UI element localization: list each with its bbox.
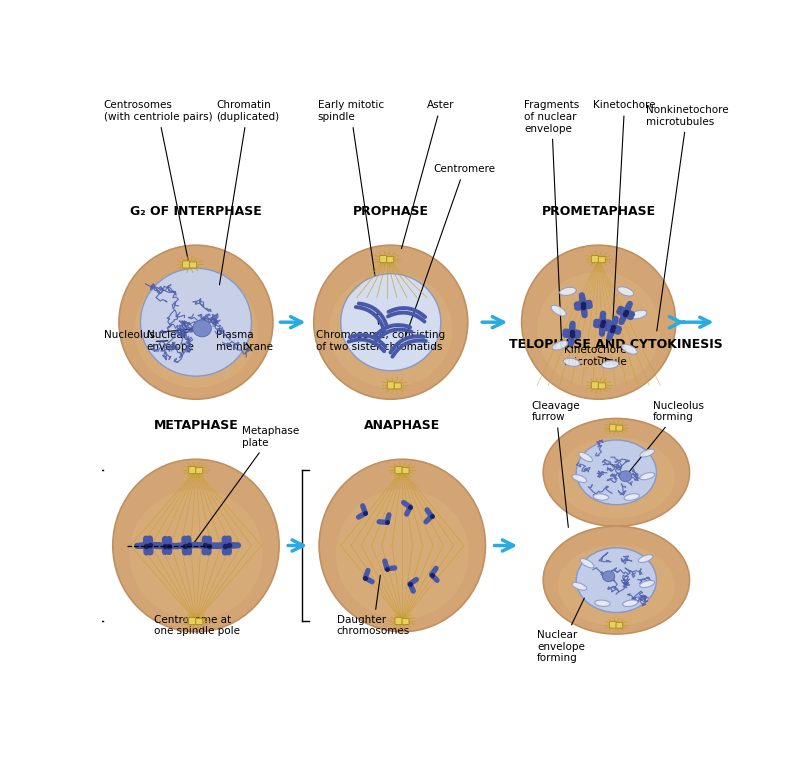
FancyBboxPatch shape: [616, 426, 622, 431]
FancyBboxPatch shape: [190, 262, 197, 268]
Ellipse shape: [578, 452, 593, 461]
Ellipse shape: [622, 344, 638, 354]
Ellipse shape: [522, 245, 676, 399]
Ellipse shape: [572, 474, 586, 483]
Text: Kinetochore: Kinetochore: [594, 100, 656, 325]
FancyBboxPatch shape: [591, 382, 598, 389]
FancyBboxPatch shape: [598, 383, 606, 389]
FancyBboxPatch shape: [598, 257, 606, 263]
Text: Chromatin
(duplicated): Chromatin (duplicated): [216, 100, 279, 285]
FancyBboxPatch shape: [394, 383, 402, 389]
FancyBboxPatch shape: [395, 617, 402, 625]
Text: G₂ OF INTERPHASE: G₂ OF INTERPHASE: [130, 205, 262, 218]
Text: Plasma
membrane: Plasma membrane: [216, 330, 273, 351]
Text: Nuclear
envelope: Nuclear envelope: [146, 330, 194, 351]
Ellipse shape: [559, 287, 576, 296]
FancyBboxPatch shape: [610, 424, 616, 431]
Ellipse shape: [595, 600, 610, 606]
FancyBboxPatch shape: [616, 622, 622, 629]
FancyBboxPatch shape: [402, 619, 409, 625]
FancyBboxPatch shape: [395, 467, 402, 473]
Ellipse shape: [558, 437, 675, 518]
Ellipse shape: [640, 449, 654, 457]
Ellipse shape: [622, 600, 638, 606]
Ellipse shape: [134, 272, 258, 388]
FancyBboxPatch shape: [387, 382, 394, 389]
Ellipse shape: [336, 489, 469, 619]
Ellipse shape: [624, 494, 639, 500]
Ellipse shape: [563, 358, 580, 366]
Text: ANAPHASE: ANAPHASE: [364, 420, 441, 432]
Ellipse shape: [543, 419, 690, 526]
FancyBboxPatch shape: [196, 619, 202, 625]
Ellipse shape: [640, 473, 654, 480]
Ellipse shape: [537, 272, 660, 388]
Ellipse shape: [630, 310, 647, 318]
Text: Metaphase
plate: Metaphase plate: [194, 426, 299, 543]
Ellipse shape: [193, 320, 211, 337]
Ellipse shape: [558, 545, 675, 626]
FancyBboxPatch shape: [591, 255, 598, 263]
Text: TELOPHASE AND CYTOKINESIS: TELOPHASE AND CYTOKINESIS: [510, 337, 723, 350]
Ellipse shape: [551, 306, 566, 316]
Ellipse shape: [119, 245, 273, 399]
Ellipse shape: [319, 459, 486, 632]
FancyBboxPatch shape: [610, 622, 616, 629]
Text: METAPHASE: METAPHASE: [154, 420, 238, 432]
FancyBboxPatch shape: [386, 257, 394, 263]
Ellipse shape: [543, 526, 690, 634]
Ellipse shape: [580, 559, 594, 568]
Text: Cleavage
furrow: Cleavage furrow: [532, 401, 580, 527]
Ellipse shape: [130, 489, 262, 619]
FancyBboxPatch shape: [189, 617, 196, 625]
Ellipse shape: [602, 361, 618, 369]
Text: Spindle: Spindle: [0, 759, 1, 760]
Text: Chromosome, consisting
of two sister chromatids: Chromosome, consisting of two sister chr…: [316, 313, 445, 351]
Ellipse shape: [638, 555, 653, 562]
Text: Early mitotic
spindle: Early mitotic spindle: [318, 100, 384, 276]
Text: Kinetochore
microtubule: Kinetochore microtubule: [564, 345, 626, 367]
Text: Nucleolus: Nucleolus: [103, 328, 199, 340]
Ellipse shape: [594, 494, 609, 500]
Text: Centrosome at
one spindle pole: Centrosome at one spindle pole: [154, 615, 240, 636]
Ellipse shape: [329, 272, 452, 388]
Text: Centrosomes
(with centriole pairs): Centrosomes (with centriole pairs): [103, 100, 212, 265]
Ellipse shape: [576, 440, 657, 505]
Ellipse shape: [141, 268, 251, 376]
Ellipse shape: [618, 287, 634, 296]
Ellipse shape: [314, 245, 468, 399]
Text: PROMETAPHASE: PROMETAPHASE: [542, 205, 656, 218]
Ellipse shape: [576, 548, 657, 613]
Text: Fragments
of nuclear
envelope: Fragments of nuclear envelope: [524, 100, 579, 341]
Ellipse shape: [640, 581, 654, 587]
Ellipse shape: [113, 459, 279, 632]
FancyBboxPatch shape: [380, 255, 386, 263]
Text: Centromere: Centromere: [406, 164, 495, 337]
Text: Nuclear
envelope
forming: Nuclear envelope forming: [537, 598, 585, 663]
Text: PROPHASE: PROPHASE: [353, 205, 429, 218]
Text: Nonkinetochore
microtubules: Nonkinetochore microtubules: [646, 105, 728, 331]
Ellipse shape: [552, 340, 568, 350]
FancyBboxPatch shape: [402, 467, 409, 473]
Ellipse shape: [619, 470, 632, 482]
Text: Nucleolus
forming: Nucleolus forming: [627, 401, 703, 474]
Ellipse shape: [572, 582, 586, 591]
Text: Daughter
chromosomes: Daughter chromosomes: [337, 575, 410, 636]
FancyBboxPatch shape: [182, 261, 190, 268]
Ellipse shape: [341, 274, 441, 371]
Text: Aster: Aster: [402, 100, 454, 249]
FancyBboxPatch shape: [189, 467, 196, 473]
Ellipse shape: [602, 571, 615, 581]
FancyBboxPatch shape: [196, 467, 202, 473]
